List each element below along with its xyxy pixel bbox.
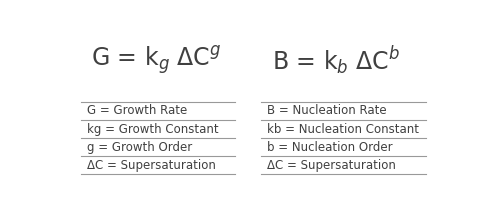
Text: ΔC = Supersaturation: ΔC = Supersaturation bbox=[267, 159, 396, 172]
Text: G = k$_g$ $\Delta$C$^g$: G = k$_g$ $\Delta$C$^g$ bbox=[91, 45, 221, 77]
Text: kg = Growth Constant: kg = Growth Constant bbox=[87, 123, 218, 136]
Text: g = Growth Order: g = Growth Order bbox=[87, 141, 192, 154]
Text: B = Nucleation Rate: B = Nucleation Rate bbox=[267, 104, 386, 117]
Text: b = Nucleation Order: b = Nucleation Order bbox=[267, 141, 393, 154]
Text: G = Growth Rate: G = Growth Rate bbox=[87, 104, 187, 117]
Text: B = k$_b$ $\Delta$C$^b$: B = k$_b$ $\Delta$C$^b$ bbox=[272, 45, 400, 77]
Text: kb = Nucleation Constant: kb = Nucleation Constant bbox=[267, 123, 419, 136]
Text: ΔC = Supersaturation: ΔC = Supersaturation bbox=[87, 159, 216, 172]
